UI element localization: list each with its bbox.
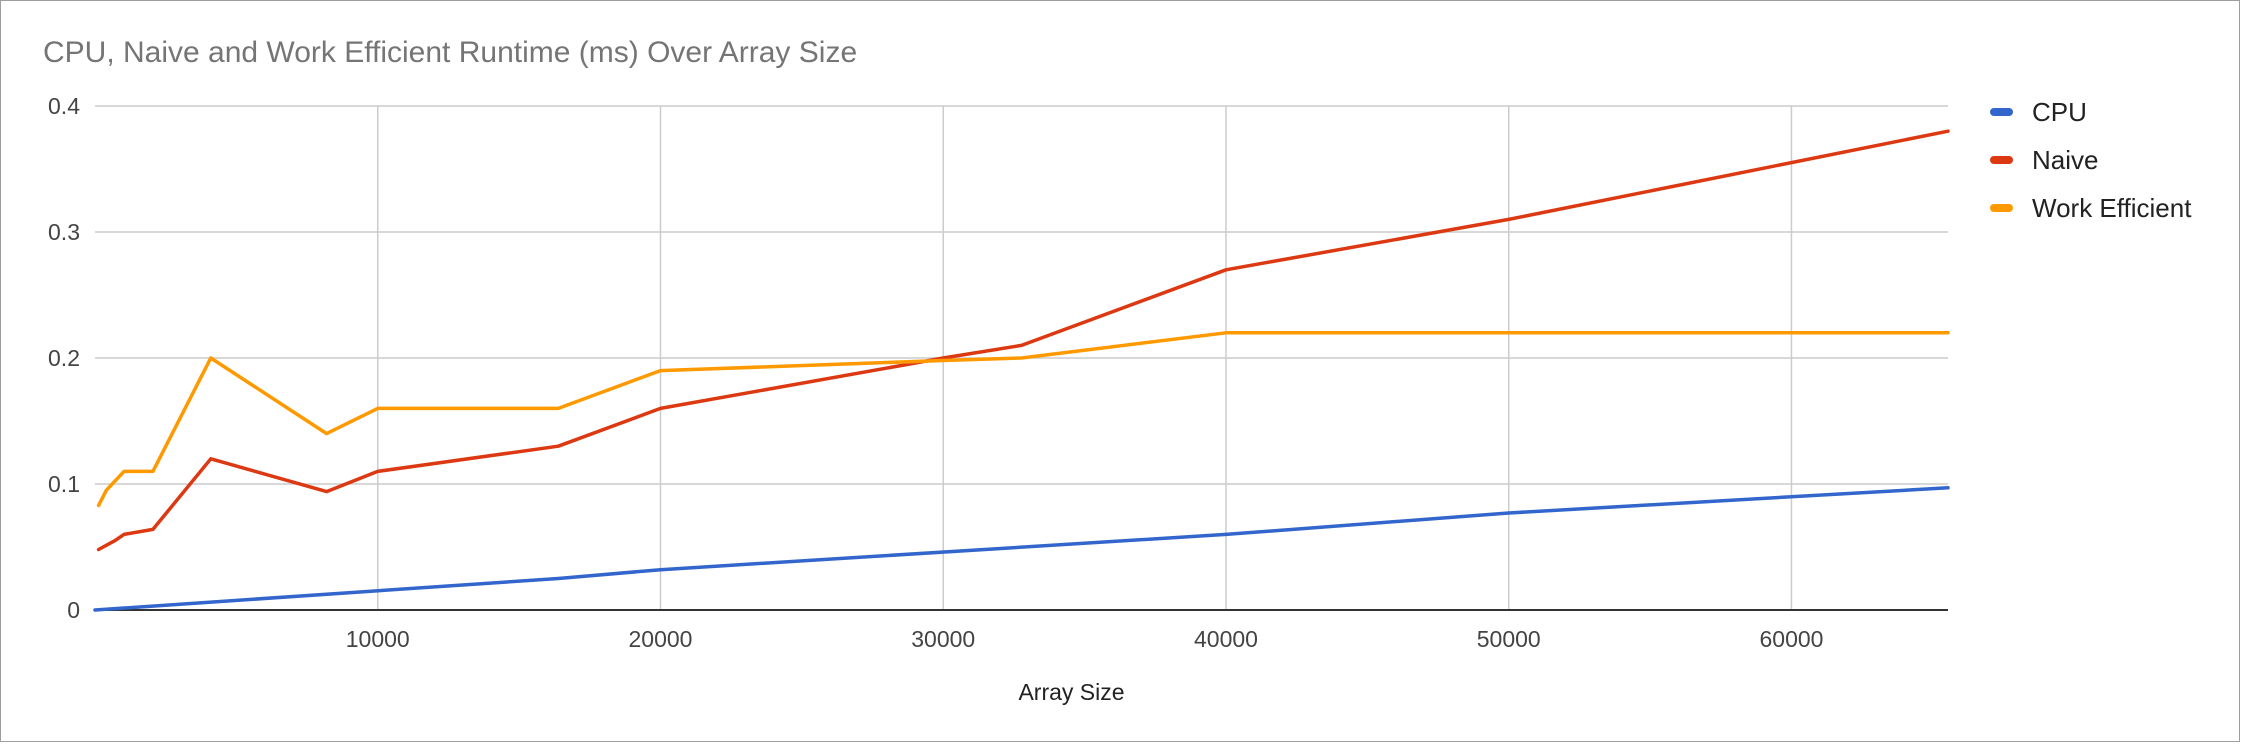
y-tick-label: 0 [67, 597, 80, 623]
x-tick-label: 40000 [1194, 626, 1258, 652]
y-tick-label: 0.4 [48, 93, 80, 119]
x-tick-label: 50000 [1477, 626, 1541, 652]
legend-item-naive[interactable]: Naive [1990, 136, 2191, 184]
series-line-naive [96, 129, 1950, 552]
x-axis-title: Array Size [1018, 679, 1124, 705]
x-tick-label: 30000 [911, 626, 975, 652]
chart-title: CPU, Naive and Work Efficient Runtime (m… [43, 36, 858, 69]
series-line-work-efficient [96, 331, 1950, 508]
legend-label-cpu: CPU [2032, 96, 2087, 127]
legend-label-naive: Naive [2032, 144, 2099, 175]
legend-swatch-cpu [1990, 108, 2013, 116]
x-tick-label: 10000 [346, 626, 410, 652]
y-tick-label: 0.3 [48, 219, 80, 245]
legend-item-cpu[interactable]: CPU [1990, 88, 2191, 136]
x-tick-label: 60000 [1759, 626, 1823, 652]
legend: CPU Naive Work Efficient [1990, 88, 2191, 232]
y-tick-label: 0.1 [48, 471, 80, 497]
series-line-cpu [93, 486, 1950, 612]
y-tick-label: 0.2 [48, 345, 80, 371]
legend-swatch-naive [1990, 156, 2013, 164]
legend-label-work-efficient: Work Efficient [2032, 192, 2192, 223]
legend-item-work-efficient[interactable]: Work Efficient [1990, 184, 2191, 232]
x-tick-label: 20000 [629, 626, 693, 652]
legend-swatch-work-efficient [1990, 204, 2013, 212]
